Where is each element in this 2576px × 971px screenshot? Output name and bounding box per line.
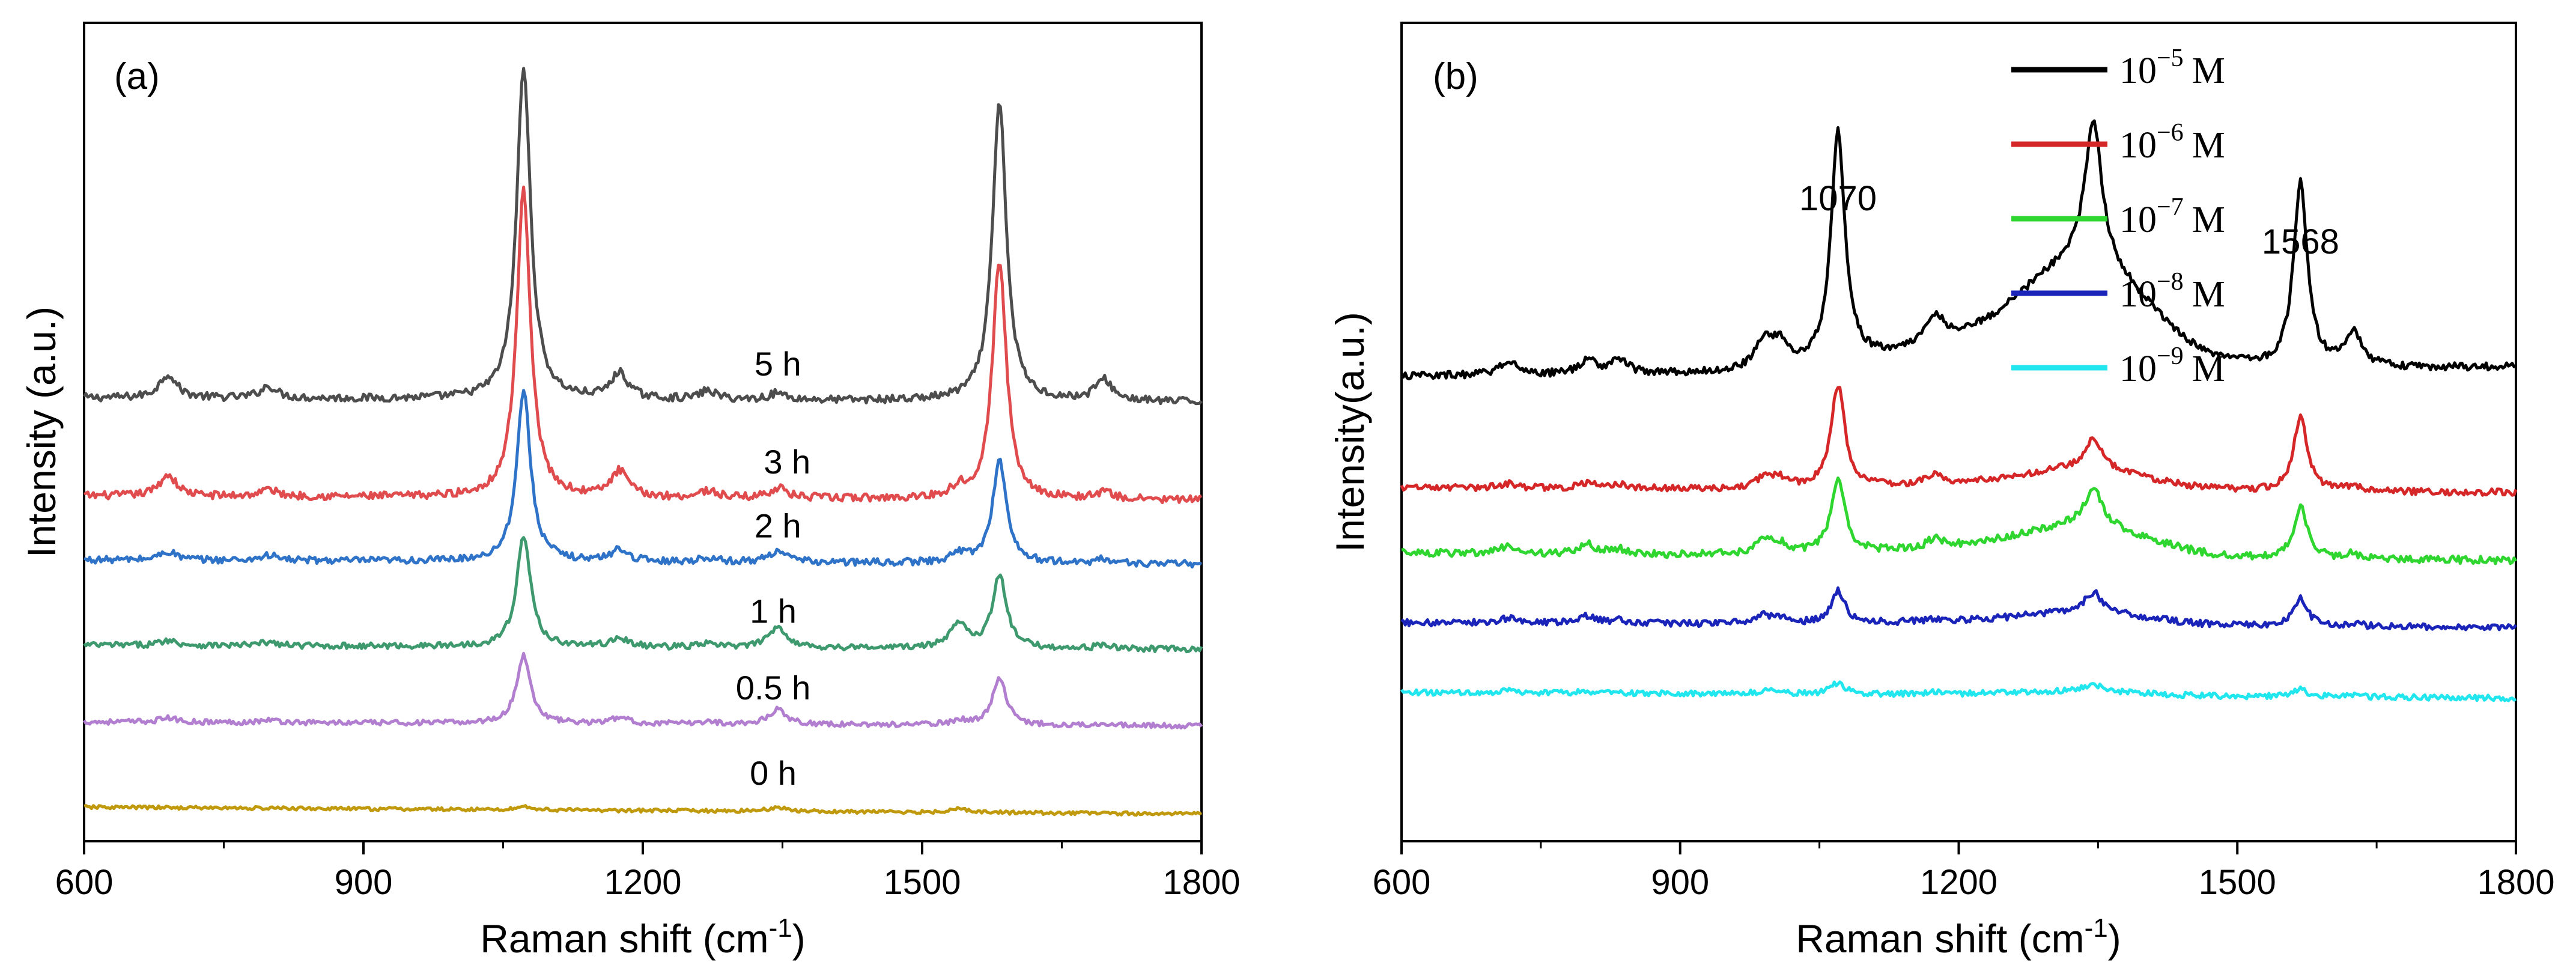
panel-b-series-line-4 bbox=[1400, 680, 2517, 702]
panel-b-x-ticks: 600 900 1200 1500 1800 bbox=[1373, 841, 2555, 902]
panel-b-x-axis-title: Raman shift (cm-1) bbox=[1796, 913, 2121, 961]
panel-b-series-group bbox=[1400, 119, 2518, 702]
panel-b-x-tick-label-1500: 1500 bbox=[2199, 863, 2276, 902]
panel-a-series-label-5: 0 h bbox=[750, 754, 797, 792]
panel-b-legend-label-2: 10−7 M bbox=[2119, 193, 2225, 240]
panel-a-series-label-1: 3 h bbox=[764, 443, 810, 481]
panel-b-x-tick-label-1800: 1800 bbox=[2477, 863, 2554, 902]
panel-b-legend-label-1: 10−6 M bbox=[2119, 119, 2225, 166]
panel-b-series-line-2 bbox=[1401, 476, 2518, 565]
panel-b-series-line-3 bbox=[1400, 586, 2518, 632]
panel-a-x-tick-label-1200: 1200 bbox=[604, 863, 681, 902]
panel-a-x-ticks: 600 900 1200 1500 1800 bbox=[55, 841, 1241, 902]
panel-b-y-axis-title: Intensity(a.u.) bbox=[1328, 312, 1372, 552]
panel-b-legend-label-0: 10−5 M bbox=[2119, 44, 2225, 91]
panel-a-x-tick-label-900: 900 bbox=[335, 863, 393, 902]
panel-a-series-group: 5 h 3 h 2 h 1 h 0.5 h 0 h bbox=[82, 67, 1203, 817]
panel-b-legend-label-3: 10−8 M bbox=[2119, 268, 2225, 315]
panel-b-series-line-1 bbox=[1400, 386, 2518, 497]
panel-a-series-line-3 bbox=[83, 536, 1203, 654]
panel-a-label: (a) bbox=[114, 56, 160, 97]
panel-b-x-tick-label-600: 600 bbox=[1373, 863, 1431, 902]
panel-b-x-tick-label-1200: 1200 bbox=[1920, 863, 1997, 902]
panel-a-series-label-2: 2 h bbox=[755, 507, 801, 545]
panel-b-label: (b) bbox=[1433, 56, 1478, 97]
panel-a-series-label-4: 0.5 h bbox=[736, 669, 811, 707]
panel-a-y-axis-title: Intensity (a.u.) bbox=[19, 306, 64, 558]
panel-a-series-line-4 bbox=[82, 651, 1203, 730]
panel-a-series-line-0 bbox=[82, 67, 1203, 406]
panel-a-x-tick-label-1800: 1800 bbox=[1162, 863, 1240, 902]
panel-b-peak-annotation-1070: 1070 bbox=[1799, 179, 1877, 218]
panel-a-x-axis-title: Raman shift (cm-1) bbox=[480, 913, 806, 961]
panel-b-legend-label-4: 10−9 M bbox=[2119, 342, 2225, 389]
panel-a-series-line-1 bbox=[83, 185, 1202, 504]
panel-b-series-line-0 bbox=[1400, 119, 2517, 380]
panel-a-series-label-0: 5 h bbox=[755, 345, 801, 383]
panel-a-series-line-5 bbox=[84, 804, 1203, 817]
panel-a-series-line-2 bbox=[84, 389, 1202, 569]
panel-b-legend: 10−5 M 10−6 M 10−7 M 10−8 M 10−9 M bbox=[2011, 44, 2225, 389]
panel-a-x-tick-label-600: 600 bbox=[55, 863, 114, 902]
panel-b-x-tick-label-900: 900 bbox=[1651, 863, 1709, 902]
panel-a-x-tick-label-1500: 1500 bbox=[883, 863, 961, 902]
panel-b-peak-annotations: 1070 1568 bbox=[1799, 179, 2339, 261]
panel-b-peak-annotation-1568: 1568 bbox=[2262, 222, 2339, 261]
panel-a: 5 h3 h2 h1 h0.5 h0 h 600 900 1200 1500 1800 … bbox=[19, 22, 1241, 961]
panel-a-series-label-3: 1 h bbox=[750, 592, 797, 630]
